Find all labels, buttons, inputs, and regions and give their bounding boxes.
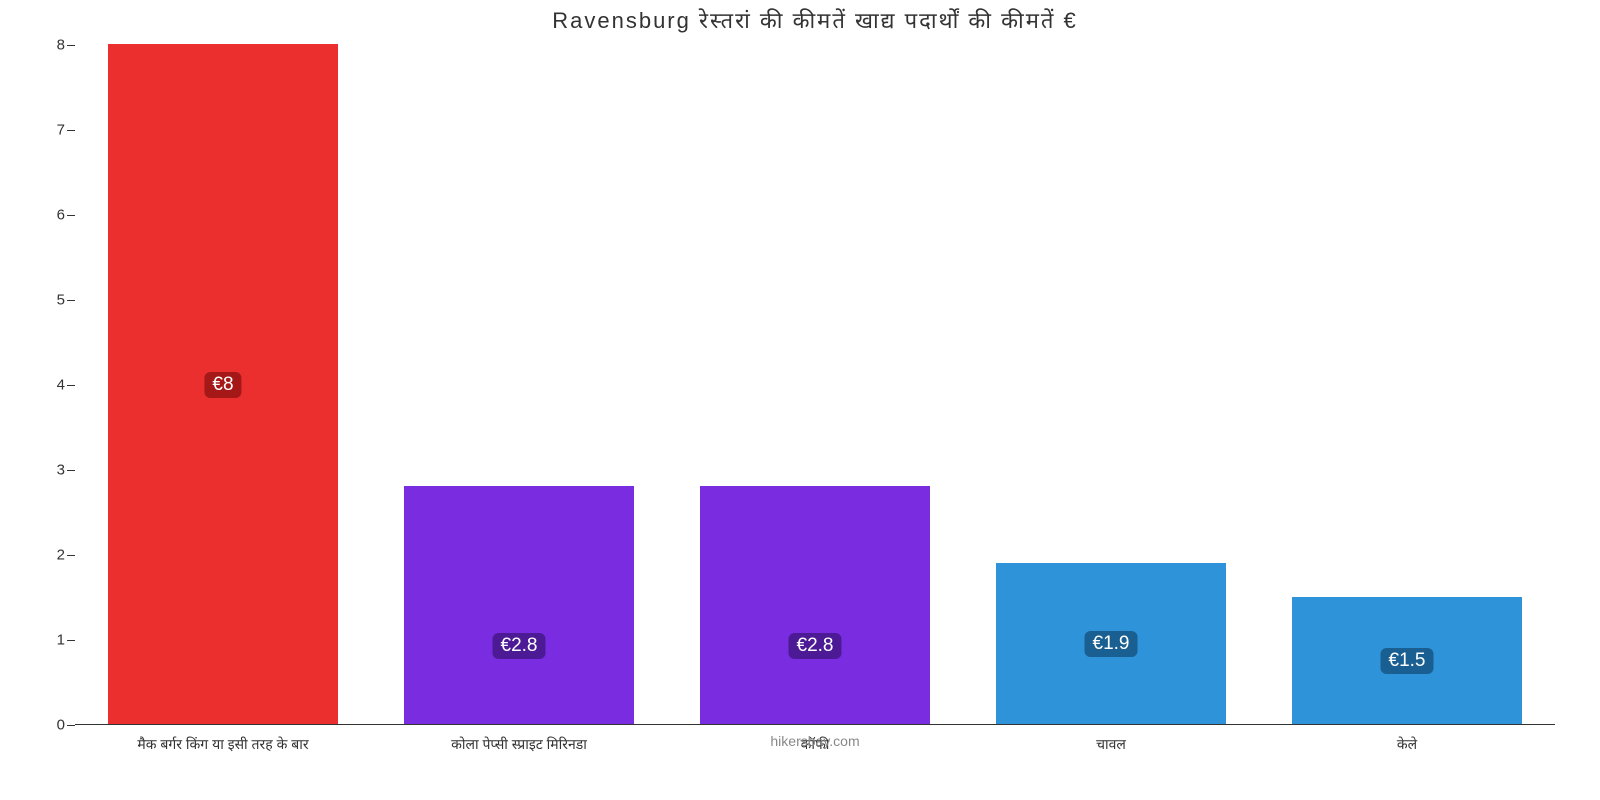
value-badge: €2.8 xyxy=(493,633,546,659)
bar xyxy=(404,486,635,724)
y-axis-label: 2 xyxy=(57,547,65,564)
chart-title: Ravensburg रेस्तरां की कीमतें खाद्य पदार… xyxy=(55,5,1575,35)
y-axis-label: 8 xyxy=(57,37,65,54)
y-tick xyxy=(67,130,75,131)
value-badge: €8 xyxy=(204,372,241,398)
y-axis-label: 1 xyxy=(57,632,65,649)
y-tick xyxy=(67,470,75,471)
y-axis-label: 3 xyxy=(57,462,65,479)
plot-area: 012345678मैक बर्गर किंग या इसी तरह के बा… xyxy=(75,45,1555,725)
y-tick xyxy=(67,555,75,556)
bar xyxy=(700,486,931,724)
value-badge: €2.8 xyxy=(789,633,842,659)
y-tick xyxy=(67,725,75,726)
y-tick xyxy=(67,640,75,641)
y-tick xyxy=(67,385,75,386)
y-axis-label: 6 xyxy=(57,207,65,224)
value-badge: €1.9 xyxy=(1085,631,1138,657)
value-badge: €1.5 xyxy=(1381,648,1434,674)
y-axis-label: 5 xyxy=(57,292,65,309)
y-tick xyxy=(67,300,75,301)
y-axis-label: 4 xyxy=(57,377,65,394)
attribution-text: hikersbay.com xyxy=(55,733,1575,749)
y-tick xyxy=(67,45,75,46)
y-tick xyxy=(67,215,75,216)
price-bar-chart: Ravensburg रेस्तरां की कीमतें खाद्य पदार… xyxy=(55,5,1575,755)
y-axis-label: 0 xyxy=(57,717,65,734)
y-axis-label: 7 xyxy=(57,122,65,139)
